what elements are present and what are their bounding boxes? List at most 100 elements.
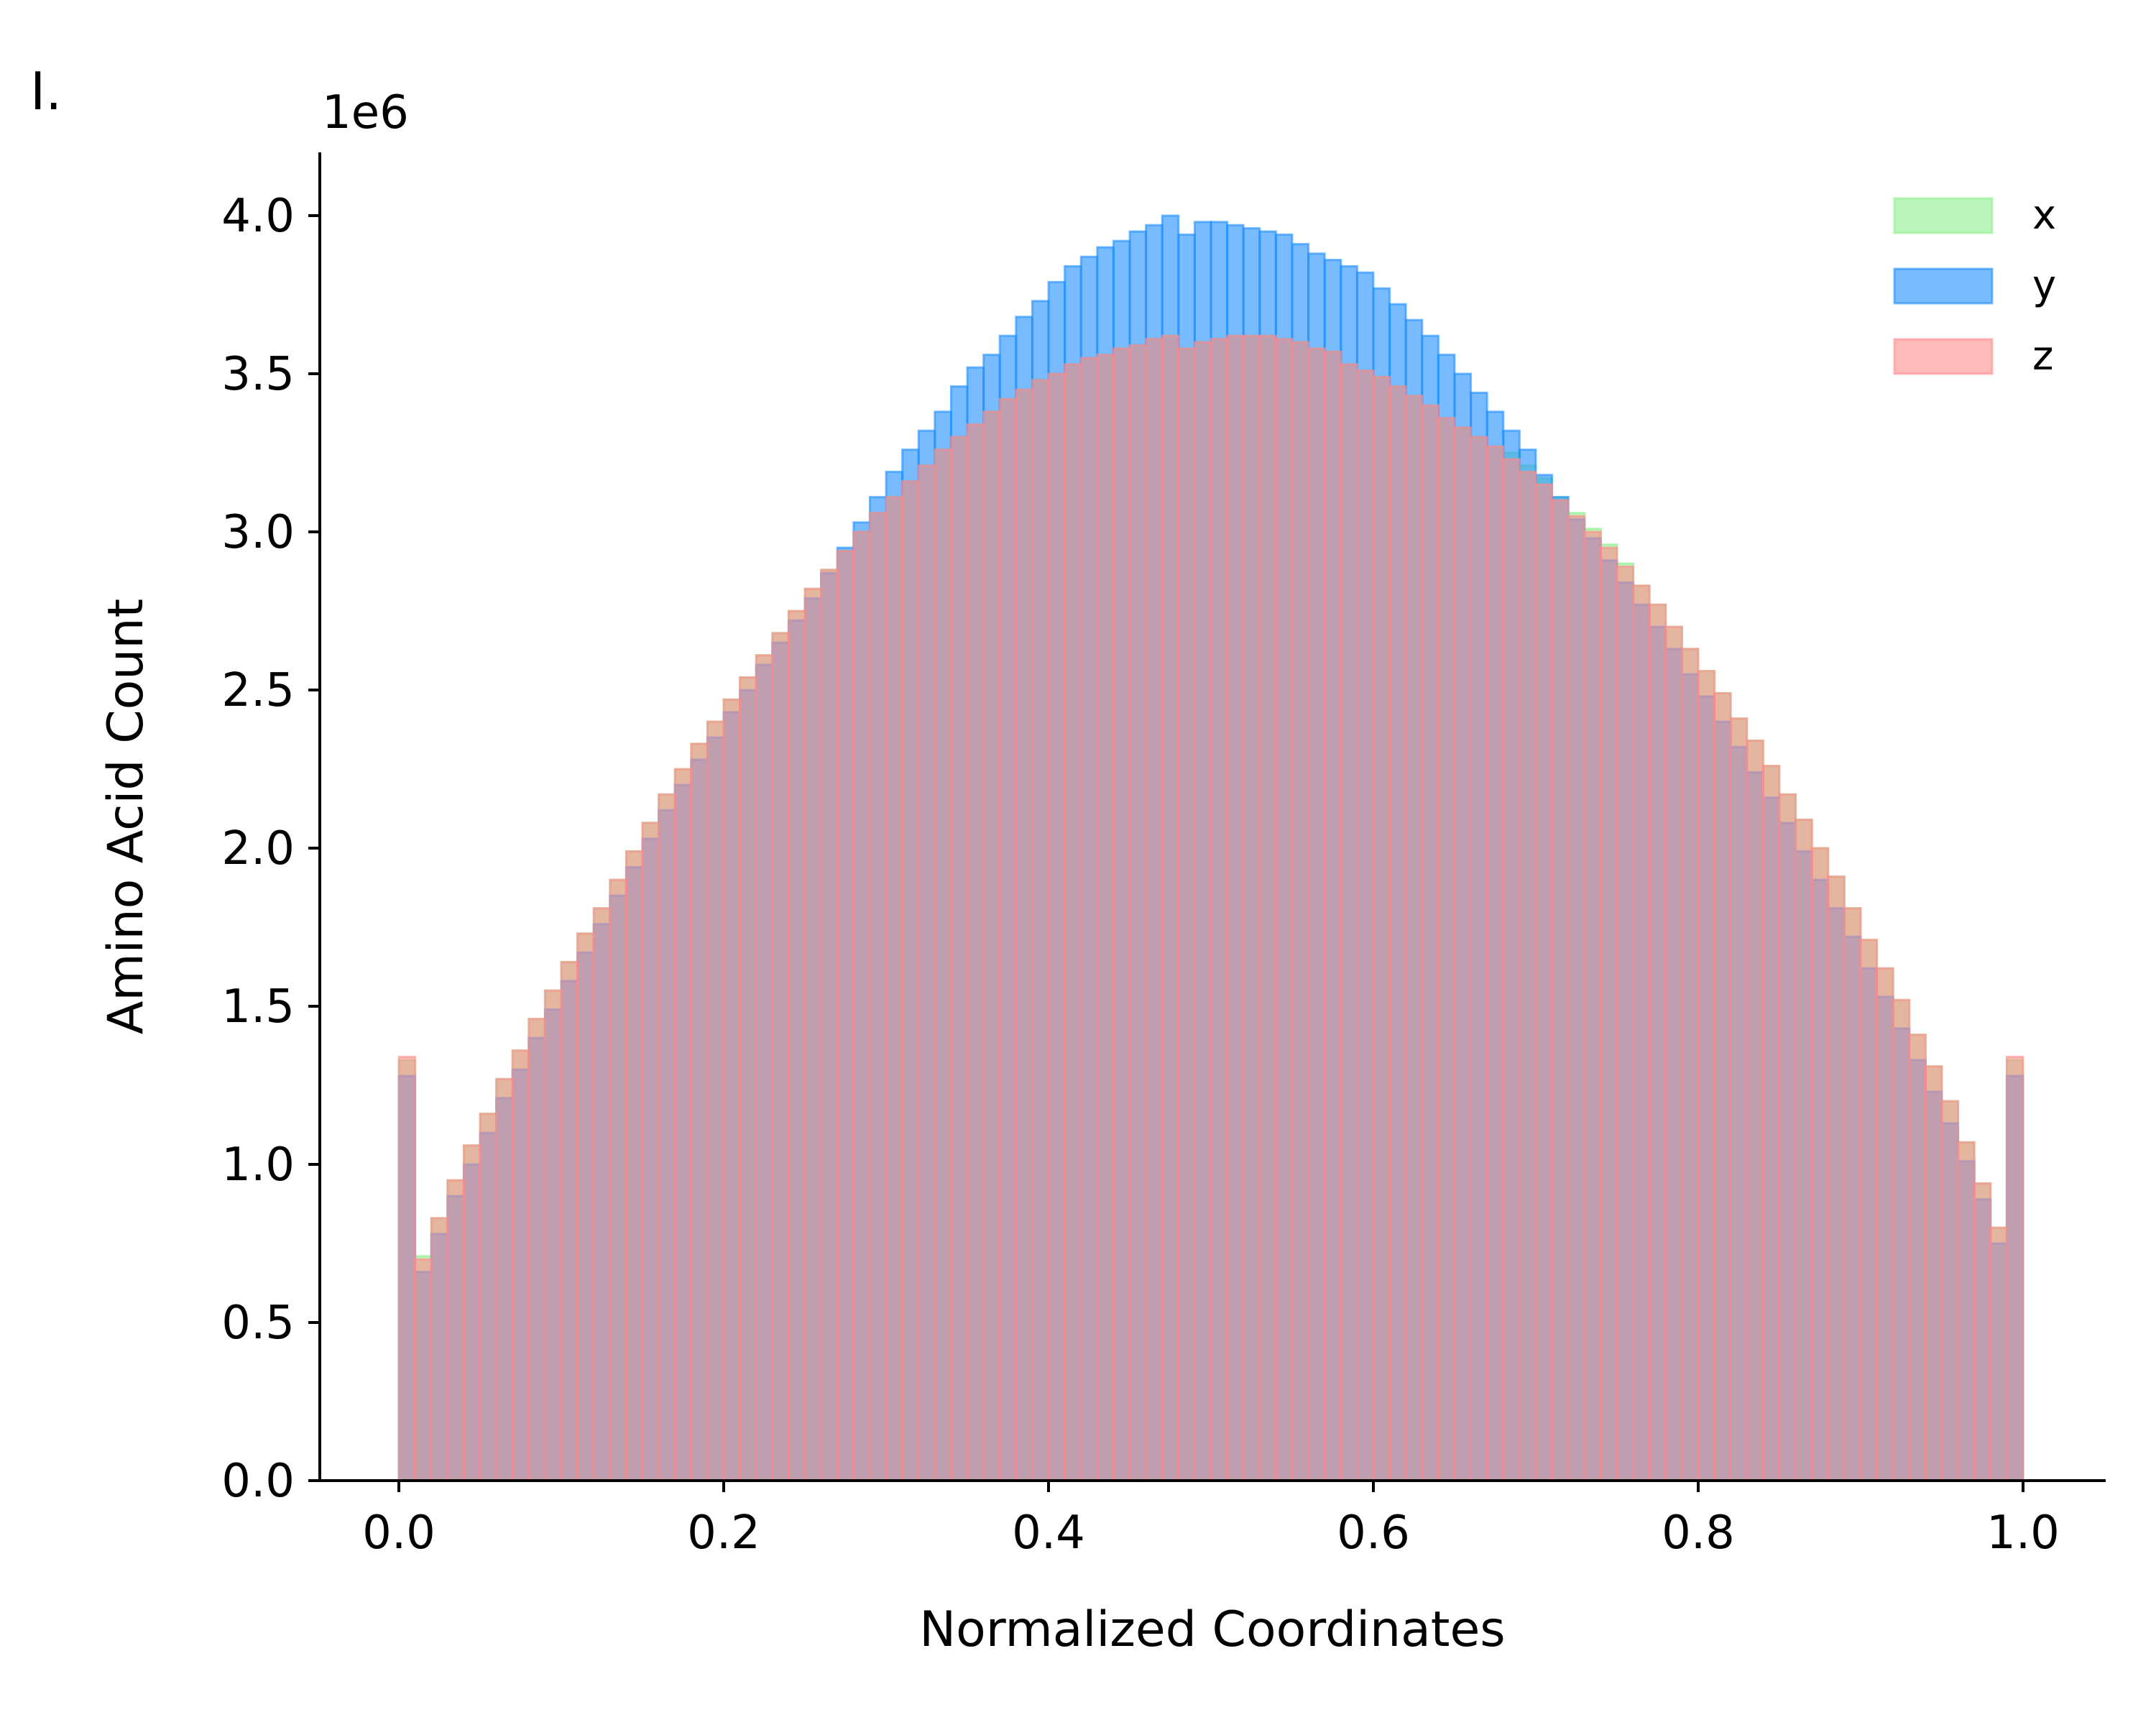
- bar-z-86: [1795, 818, 1813, 1482]
- y-tick-label: 2.5: [221, 664, 295, 717]
- bar-z-23: [771, 632, 790, 1482]
- legend-label-y: y: [2032, 262, 2056, 309]
- bar-z-15: [641, 822, 660, 1482]
- bar-z-83: [1746, 739, 1764, 1482]
- bar-z-6: [495, 1077, 514, 1482]
- bar-z-38: [1015, 388, 1033, 1482]
- bar-z-11: [576, 932, 595, 1482]
- panel-label: I.: [30, 61, 62, 121]
- y-axis-label: Amino Acid Count: [98, 599, 155, 1034]
- bar-z-58: [1340, 363, 1358, 1482]
- y-tick-label: 3.5: [221, 348, 295, 401]
- bar-z-42: [1079, 356, 1099, 1482]
- bar-z-46: [1145, 338, 1164, 1482]
- bar-z-69: [1518, 470, 1537, 1482]
- bar-z-31: [901, 480, 920, 1482]
- bar-z-1: [414, 1258, 433, 1482]
- bar-z-24: [787, 610, 806, 1482]
- bar-z-73: [1583, 530, 1602, 1482]
- bar-z-97: [1973, 1182, 1992, 1482]
- bar-z-93: [1908, 1034, 1927, 1482]
- bar-z-65: [1453, 426, 1473, 1482]
- bar-z-30: [885, 496, 904, 1482]
- bar-z-13: [609, 878, 627, 1482]
- bar-z-98: [1989, 1226, 2008, 1482]
- bar-z-41: [1064, 363, 1082, 1482]
- bar-z-79: [1680, 648, 1700, 1482]
- bar-z-56: [1307, 347, 1326, 1482]
- x-ticks: 0.0 0.2 0.4 0.6 0.8 1.0: [362, 1481, 2060, 1560]
- y-tick-label: 1.5: [221, 980, 295, 1034]
- bar-z-43: [1096, 354, 1115, 1482]
- x-tick-label: 0.4: [1012, 1506, 1085, 1560]
- bar-z-67: [1485, 445, 1505, 1482]
- bar-z-74: [1599, 546, 1618, 1482]
- y-ticks: 0.0 0.5 1.0 1.5 2.0 2.5 3.0 3.5 4.0: [221, 190, 320, 1508]
- bar-z-51: [1226, 334, 1245, 1482]
- bar-z-80: [1697, 670, 1716, 1482]
- bar-z-19: [706, 720, 725, 1482]
- bar-z-18: [690, 742, 709, 1482]
- legend-label-x: x: [2032, 192, 2056, 239]
- bar-z-53: [1258, 334, 1277, 1482]
- bar-z-16: [658, 793, 676, 1482]
- bar-z-70: [1534, 483, 1554, 1482]
- bar-z-26: [820, 569, 839, 1482]
- bar-z-54: [1274, 338, 1294, 1482]
- bar-z-47: [1161, 334, 1180, 1482]
- bar-z-71: [1551, 499, 1570, 1482]
- bar-z-55: [1291, 341, 1310, 1482]
- bar-z-7: [511, 1049, 530, 1482]
- bar-z-21: [739, 676, 757, 1482]
- bar-z-60: [1372, 375, 1391, 1482]
- legend-swatch-y: [1893, 267, 1994, 305]
- bar-z-76: [1632, 584, 1651, 1482]
- bar-z-2: [430, 1217, 449, 1482]
- bar-z-29: [868, 512, 888, 1482]
- x-tick-label: 0.2: [687, 1506, 760, 1560]
- bar-z-52: [1242, 334, 1261, 1482]
- bar-z-81: [1713, 691, 1732, 1482]
- bar-z-49: [1193, 341, 1212, 1482]
- bar-z-85: [1778, 793, 1797, 1482]
- y-tick-label: 0.0: [221, 1455, 295, 1508]
- bar-z-75: [1616, 565, 1635, 1482]
- bar-z-59: [1355, 369, 1375, 1482]
- bar-z-78: [1664, 625, 1683, 1482]
- x-axis-label: Normalized Coordinates: [919, 1601, 1505, 1658]
- bar-z-57: [1323, 350, 1342, 1482]
- y-tick-label: 1.0: [221, 1138, 295, 1192]
- bar-z-84: [1761, 765, 1781, 1482]
- bar-z-37: [998, 397, 1018, 1482]
- bar-z-36: [982, 410, 1001, 1482]
- bar-z-48: [1177, 347, 1196, 1482]
- y-tick-label: 2.0: [221, 822, 295, 875]
- bar-z-34: [949, 436, 969, 1482]
- bar-z-72: [1567, 515, 1586, 1482]
- bar-z-95: [1940, 1100, 1960, 1482]
- legend-label-z: z: [2032, 333, 2053, 380]
- bar-z-39: [1031, 379, 1050, 1482]
- bar-z-17: [673, 768, 693, 1482]
- x-tick-label: 0.0: [362, 1506, 436, 1560]
- bar-z-50: [1210, 338, 1229, 1482]
- bar-z-12: [592, 907, 612, 1482]
- bar-z-63: [1421, 404, 1439, 1482]
- bar-z-5: [479, 1113, 498, 1482]
- bar-z-22: [755, 654, 774, 1482]
- y-offset-text: 1e6: [322, 86, 409, 139]
- bar-z-8: [528, 1018, 546, 1482]
- bar-z-62: [1404, 395, 1424, 1482]
- x-tick-label: 1.0: [1986, 1506, 2060, 1560]
- bar-z-68: [1502, 458, 1521, 1482]
- bar-z-82: [1729, 717, 1749, 1482]
- bar-z-4: [462, 1144, 482, 1482]
- bar-z-14: [625, 850, 644, 1482]
- bar-z-66: [1470, 436, 1488, 1482]
- bar-z-77: [1648, 603, 1667, 1482]
- legend: xyz: [1893, 192, 2056, 380]
- bar-z-87: [1810, 847, 1830, 1482]
- bar-z-32: [917, 464, 936, 1482]
- bar-z-9: [543, 989, 563, 1482]
- bar-z-92: [1892, 998, 1911, 1482]
